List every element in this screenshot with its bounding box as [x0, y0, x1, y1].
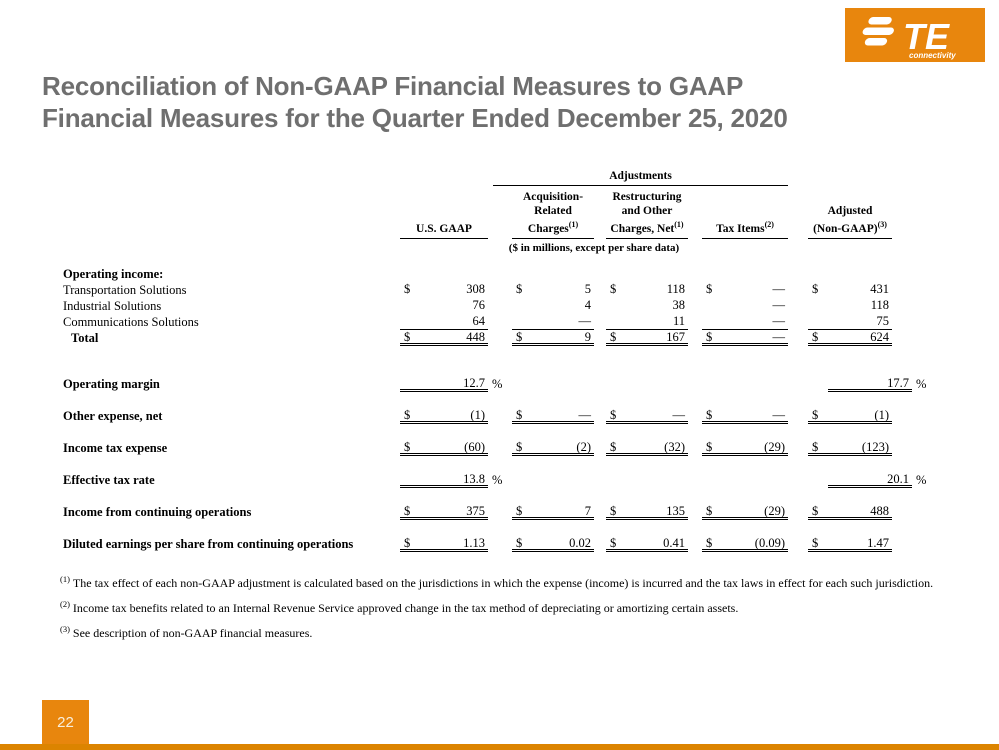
- cell-restructuring: $135: [606, 504, 688, 520]
- cell-us-gaap: 76: [472, 297, 486, 312]
- row-label: Operating margin: [63, 376, 160, 391]
- group-header-adjustments: Adjustments: [493, 170, 788, 186]
- cell-acquisition: $5: [516, 281, 591, 296]
- cell-us-gaap: 12.7: [400, 376, 488, 392]
- column-header-tax-items: Tax Items(2): [702, 218, 788, 239]
- table-row-operating-income-header: Operating income:: [63, 266, 943, 282]
- row-label: Total: [71, 330, 99, 345]
- te-logo-graphic: TE connectivity: [862, 16, 956, 60]
- row-label: Income from continuing operations: [63, 504, 252, 519]
- reconciliation-table: Adjustments U.S. GAAP Acquisition- Relat…: [63, 170, 943, 552]
- footnote-3: (3) See description of non-GAAP financial…: [60, 624, 313, 640]
- table-row-transportation-solutions: Transportation Solutions $308 $5 $118 $ —…: [63, 282, 943, 298]
- cell-us-gaap: $375: [400, 504, 488, 520]
- te-logo-subtext: connectivity: [909, 51, 956, 60]
- row-label: Income tax expense: [63, 440, 168, 455]
- cell-adjusted: $ (123): [808, 440, 892, 456]
- cell-adjusted: $488: [808, 504, 892, 520]
- table-row-income-continuing-operations: Income from continuing operations $375 $…: [63, 504, 943, 520]
- te-logo-bars-icon: [862, 17, 894, 46]
- cell-acquisition: $0.02: [512, 536, 594, 552]
- cell-us-gaap: $ (1): [400, 408, 488, 424]
- cell-acquisition: $7: [512, 504, 594, 520]
- row-label: Other expense, net: [63, 408, 163, 423]
- column-header-acquisition-charges: Acquisition- Related Charges(1): [512, 190, 594, 239]
- units-note-row: ($ in millions, except per share data): [63, 242, 943, 258]
- footnotes: (1) The tax effect of each non-GAAP adjus…: [60, 570, 972, 645]
- cell-tax-items: —: [702, 314, 788, 330]
- footnote-1: (1) The tax effect of each non-GAAP adjus…: [60, 574, 934, 590]
- cell-acquisition: —: [512, 314, 594, 330]
- row-label: Communications Solutions: [63, 314, 199, 329]
- table-column-header-row: U.S. GAAP Acquisition- Related Charges(1…: [63, 190, 943, 239]
- percent-sign: %: [916, 376, 927, 391]
- cell-tax-items: $ —: [702, 408, 788, 424]
- cell-tax-items: $ (29): [702, 504, 788, 520]
- cell-adjusted: 17.7: [828, 376, 912, 392]
- table-row-operating-margin: Operating margin 12.7 % 17.7 %: [63, 376, 943, 392]
- te-connectivity-logo: TE connectivity: [845, 8, 985, 62]
- cell-us-gaap: $308: [404, 281, 485, 296]
- cell-adjusted: $431: [812, 281, 889, 296]
- row-label: Transportation Solutions: [63, 282, 187, 297]
- section-label: Operating income:: [63, 266, 164, 281]
- cell-acquisition: $9: [512, 330, 594, 346]
- table-row-industrial-solutions: Industrial Solutions 76 4 38 — 118: [63, 298, 943, 314]
- te-logo-text: TE: [903, 16, 950, 57]
- table-row-total: Total $448 $9 $167 $ — $624: [63, 330, 943, 346]
- cell-adjusted: 20.1: [828, 472, 912, 488]
- page-title-line1: Reconciliation of Non-GAAP Financial Mea…: [42, 71, 744, 101]
- row-label: Industrial Solutions: [63, 298, 162, 313]
- column-header-restructuring-charges: Restructuring and Other Charges, Net(1): [606, 190, 688, 239]
- percent-sign: %: [916, 472, 927, 487]
- cell-adjusted: $ (1): [808, 408, 892, 424]
- cell-restructuring: 38: [672, 297, 686, 312]
- cell-us-gaap: 13.8: [400, 472, 488, 488]
- table-group-header-row: Adjustments: [63, 170, 943, 186]
- cell-adjusted: 75: [808, 314, 892, 330]
- table-row-other-expense-net: Other expense, net $ (1) $ — $ — $ — $ (1): [63, 408, 943, 424]
- cell-tax-items: $ —: [702, 330, 788, 346]
- footnote-2: (2) Income tax benefits related to an Int…: [60, 599, 739, 615]
- column-header-adjusted-non-gaap: Adjusted (Non-GAAP)(3): [808, 204, 892, 239]
- table-row-communications-solutions: Communications Solutions 64 — 11 — 75: [63, 314, 943, 330]
- cell-acquisition: $ —: [512, 408, 594, 424]
- table-row-effective-tax-rate: Effective tax rate 13.8 % 20.1 %: [63, 472, 943, 488]
- page-title-line2: Financial Measures for the Quarter Ended…: [42, 103, 788, 133]
- cell-restructuring: $118: [610, 281, 685, 296]
- row-label: Diluted earnings per share from continui…: [63, 536, 354, 551]
- page-title: Reconciliation of Non-GAAP Financial Mea…: [42, 70, 962, 134]
- cell-restructuring: $167: [606, 330, 688, 346]
- page-number-badge: 22: [42, 700, 89, 744]
- cell-us-gaap: $ (60): [400, 440, 488, 456]
- column-header-us-gaap: U.S. GAAP: [400, 222, 488, 239]
- cell-us-gaap: $448: [400, 330, 488, 346]
- cell-tax-items: $ (0.09): [702, 536, 788, 552]
- percent-sign: %: [492, 376, 503, 391]
- units-note: ($ in millions, except per share data): [508, 241, 680, 254]
- cell-acquisition: $ (2): [512, 440, 594, 456]
- cell-us-gaap: 64: [400, 314, 488, 330]
- bottom-accent-bar: [0, 744, 999, 750]
- cell-adjusted: $624: [808, 330, 892, 346]
- cell-tax-items: —: [772, 297, 786, 312]
- percent-sign: %: [492, 472, 503, 487]
- cell-adjusted: $1.47: [808, 536, 892, 552]
- table-row-diluted-eps: Diluted earnings per share from continui…: [63, 536, 943, 552]
- table-row-income-tax-expense: Income tax expense $ (60) $ (2) $ (32) $ (29…: [63, 440, 943, 456]
- cell-acquisition: 4: [584, 297, 591, 312]
- cell-us-gaap: $1.13: [400, 536, 488, 552]
- cell-restructuring: $0.41: [606, 536, 688, 552]
- row-label: Effective tax rate: [63, 472, 155, 487]
- cell-tax-items: $ (29): [702, 440, 788, 456]
- cell-adjusted: 118: [870, 297, 889, 312]
- cell-restructuring: $ —: [606, 408, 688, 424]
- cell-restructuring: $ (32): [606, 440, 688, 456]
- cell-tax-items: $ —: [706, 281, 785, 296]
- page-number: 22: [57, 713, 74, 731]
- cell-restructuring: 11: [606, 314, 688, 330]
